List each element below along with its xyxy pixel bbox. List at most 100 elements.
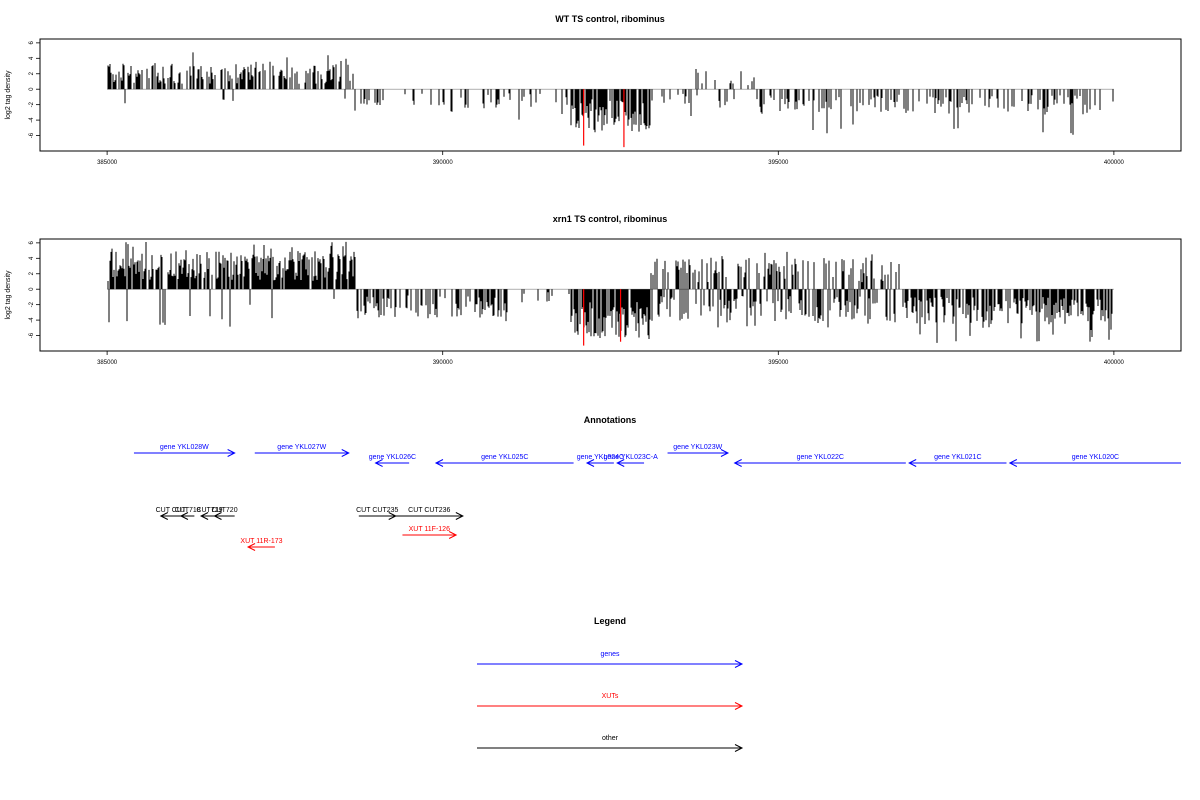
legend-title: Legend xyxy=(594,616,626,626)
x-tick-label: 400000 xyxy=(1104,160,1125,166)
bars xyxy=(107,241,1113,343)
arrow-head xyxy=(246,543,256,551)
plot-frame xyxy=(39,38,1182,152)
y-axis: 6 4 2 0 -2 -4 -6 xyxy=(29,241,40,338)
bars xyxy=(107,52,1114,135)
highlight-bars xyxy=(583,289,622,346)
y-tick-label: 4 xyxy=(29,256,35,260)
annotation-arrow xyxy=(254,449,350,457)
y-tick-label: -4 xyxy=(29,317,35,323)
annotation-label: gene YKL025C xyxy=(481,454,528,461)
arrow-head xyxy=(1008,459,1018,467)
arrow-head xyxy=(341,449,350,457)
annotation-label: gene YKL028W xyxy=(160,444,209,451)
y-tick-label: 2 xyxy=(29,271,35,275)
annotation-label: gene YKL022C xyxy=(797,454,844,461)
legend-items: genes XUTs other xyxy=(477,651,744,752)
annotation-label: XUT 11F-126 xyxy=(409,526,450,533)
arrow-head xyxy=(616,459,625,467)
annotation-arrow xyxy=(213,512,235,520)
annotation-arrow xyxy=(434,459,574,467)
legend-label: genes xyxy=(600,651,620,658)
panel-xrn1: xrn1 TS control, ribominus log2 tag dens… xyxy=(5,214,1182,366)
legend-arrow xyxy=(477,660,744,668)
x-tick-label: 385000 xyxy=(97,160,118,166)
annotation-label: CUT720 xyxy=(212,507,238,514)
x-tick-label: 395000 xyxy=(768,360,789,366)
annotation-label: CUT CUT xyxy=(156,507,187,514)
annotation-label: CUT718 xyxy=(175,507,201,514)
arrow-head xyxy=(374,459,383,467)
plot-frame xyxy=(39,238,1182,352)
density-bars xyxy=(107,52,1114,135)
y-tick-label: -6 xyxy=(29,332,35,338)
y-tick-label: 6 xyxy=(29,41,35,45)
y-axis-label: log2 tag density xyxy=(5,70,12,120)
panel-title: xrn1 TS control, ribominus xyxy=(553,214,668,224)
arrow-head xyxy=(179,512,189,520)
arrow-head xyxy=(213,512,222,520)
annotation-label: CUT719 xyxy=(196,507,222,514)
annotations-panel: Annotations gene YKL028W gene YKL027Wgene… xyxy=(133,415,1181,551)
panel-wt: WT TS control, ribominus log2 tag densit… xyxy=(5,14,1182,166)
annotation-label: gene YKL023C-A xyxy=(603,454,658,461)
annotation-label: gene YKL026C xyxy=(369,454,416,461)
annotation-label: gene YKL023W xyxy=(673,444,722,451)
arrow-head xyxy=(227,449,236,457)
arrow-head xyxy=(434,459,444,467)
annotation-arrow xyxy=(374,459,410,467)
legend-label: other xyxy=(602,735,619,742)
arrow-head xyxy=(734,702,744,710)
legend-arrow xyxy=(477,744,744,752)
annotations-title: Annotations xyxy=(584,415,637,425)
y-tick-label: -2 xyxy=(29,101,35,107)
annotation-label: gene YKL020C xyxy=(1072,454,1119,461)
annotation-label: gene YKL027W xyxy=(277,444,326,451)
y-axis: 6 4 2 0 -2 -4 -6 xyxy=(29,41,40,138)
panel-title: WT TS control, ribominus xyxy=(555,14,665,24)
x-tick-label: 395000 xyxy=(768,160,789,166)
annotation-arrow xyxy=(179,512,195,520)
arrow-head xyxy=(199,512,209,520)
x-tick-label: 400000 xyxy=(1104,360,1125,366)
legend-label: XUTs xyxy=(602,693,619,700)
legend: Legend genes XUTs other xyxy=(477,616,744,752)
annotation-arrow xyxy=(585,459,614,467)
y-tick-label: -2 xyxy=(29,301,35,307)
annotation-label: CUT CUT236 xyxy=(408,507,450,514)
legend-arrow xyxy=(477,702,744,710)
annotation-arrow xyxy=(159,512,181,520)
y-tick-label: 6 xyxy=(29,241,35,245)
arrow-head xyxy=(908,459,917,467)
y-tick-label: -4 xyxy=(29,117,35,123)
annotation-arrow xyxy=(616,459,645,467)
arrow-head xyxy=(159,512,169,520)
arrow-head xyxy=(455,512,464,520)
arrow-head xyxy=(720,449,730,457)
annotation-label: gene YKL021C xyxy=(934,454,981,461)
y-axis-label: log2 tag density xyxy=(5,270,12,320)
x-tick-label: 385000 xyxy=(97,360,118,366)
annotation-arrow xyxy=(402,531,458,539)
annotation-tracks: gene YKL028W gene YKL027W gene YKL026C gene… xyxy=(133,444,1181,551)
annotation-arrow xyxy=(395,512,464,520)
annotation-arrow xyxy=(246,543,275,551)
highlight-bars xyxy=(583,89,625,148)
y-tick-label: 2 xyxy=(29,71,35,75)
arrow-head xyxy=(734,744,744,752)
y-tick-label: 0 xyxy=(29,87,35,91)
annotation-label: gene YKL024C xyxy=(577,454,624,461)
annotation-arrow xyxy=(667,449,730,457)
annotation-arrow xyxy=(1008,459,1181,467)
x-axis: 385000 390000 395000 400000 xyxy=(97,151,1125,166)
y-tick-label: 4 xyxy=(29,56,35,60)
y-tick-label: -6 xyxy=(29,132,35,138)
annotation-arrow xyxy=(133,449,236,457)
arrow-head xyxy=(734,660,744,668)
y-tick-label: 0 xyxy=(29,287,35,291)
annotation-label: XUT 11R-173 xyxy=(240,538,282,545)
annotation-arrow xyxy=(908,459,1007,467)
x-tick-label: 390000 xyxy=(433,160,454,166)
density-bars xyxy=(107,241,1113,343)
annotation-label: CUT CUT235 xyxy=(356,507,398,514)
